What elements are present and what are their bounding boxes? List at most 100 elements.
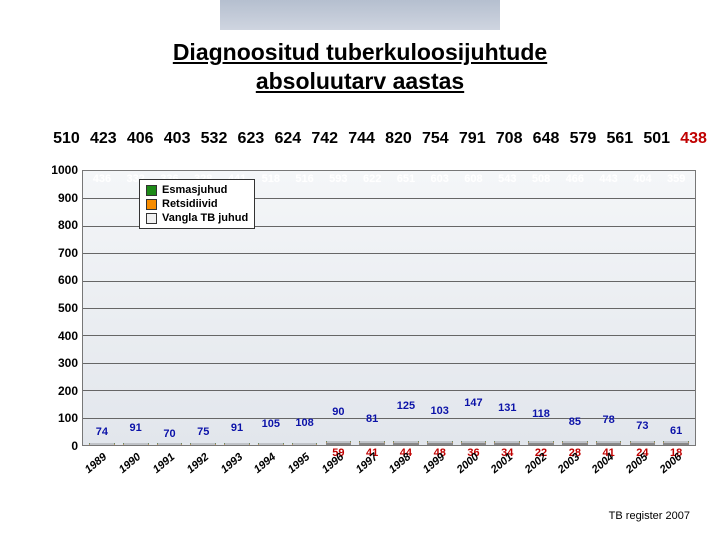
bar-segment [190,444,216,445]
bar-segment [157,444,183,445]
bar-stack [393,441,419,445]
y-tick-label: 700 [40,246,78,260]
legend-item-retsidiivid: Retsidiivid [146,197,248,211]
segment-value-retsidiivid: 91 [130,422,142,434]
bar-stack [494,441,520,445]
bar-segment [461,443,487,445]
legend-item-vangla: Vangla TB juhud [146,211,248,225]
bar-stack [461,441,487,445]
x-tick-label: 2006 [657,451,683,476]
segment-value-esmasjuhud: 508 [532,173,550,284]
total-value: 744 [343,130,380,148]
bar-segment [157,443,183,444]
bar-segment [630,441,656,442]
x-tick-label: 1997 [353,451,379,476]
segment-value-esmasjuhud: 603 [431,173,449,255]
tb-cases-chart: 01002003004005006007008009001000 4367419… [40,160,700,480]
bar-segment [528,441,554,442]
x-tick-label: 1991 [151,451,177,476]
bar-segment [326,442,352,443]
legend: Esmasjuhud Retsidiivid Vangla TB juhud [139,179,255,229]
bar-segment [663,443,689,445]
legend-item-esmasjuhud: Esmasjuhud [146,183,248,197]
legend-label: Esmasjuhud [162,184,227,196]
bar-segment [528,442,554,443]
totals-row: 5104234064035326236247427448207547917086… [48,130,712,148]
bar-group: 40473242005 [626,171,660,445]
x-tick-label: 1994 [252,451,278,476]
segment-value-retsidiivid: 61 [670,425,682,437]
x-tick-label: 2000 [455,451,481,476]
y-tick-label: 500 [40,301,78,315]
bar-group: 436741989 [85,171,119,445]
x-tick-label: 2005 [624,451,650,476]
bar-segment [258,443,284,444]
bar-group: 5181051994 [254,171,288,445]
bar-segment [224,443,250,444]
bar-segment [393,441,419,442]
segment-value-retsidiivid: 103 [431,405,449,417]
bar-segment [461,441,487,442]
segment-value-retsidiivid: 147 [464,397,482,409]
legend-label: Retsidiivid [162,198,218,210]
segment-value-retsidiivid: 118 [532,408,550,420]
x-tick-label: 1999 [421,451,447,476]
segment-value-retsidiivid: 73 [636,420,648,432]
bar-group: 46685282003 [558,171,592,445]
bar-group: 35961182006 [659,171,693,445]
total-value: 742 [306,130,343,148]
bar-segment [494,441,520,442]
bar-segment [123,444,149,445]
bar-segment [326,443,352,445]
total-value: 624 [269,130,306,148]
bar-segment [630,442,656,443]
segment-value-retsidiivid: 90 [332,406,344,418]
segment-value-esmasjuhud: 608 [464,173,482,245]
bar-segment [663,441,689,442]
bar-segment [359,443,385,445]
bar-segment [562,442,588,443]
x-tick-label: 1995 [286,451,312,476]
bar-segment [123,443,149,444]
bar-segment [393,443,419,445]
total-value: 820 [380,130,417,148]
bar-segment [596,442,622,443]
bar-segment [494,443,520,445]
bar-segment [494,442,520,443]
segment-value-retsidiivid: 74 [96,426,108,438]
bar-segment [359,442,385,443]
bar-segment [393,442,419,443]
page-title: Diagnoositud tuberkuloosijuhtude absoluu… [0,38,720,96]
total-value: 791 [454,130,491,148]
segment-value-esmasjuhud: 651 [397,173,415,237]
x-tick-label: 2002 [522,451,548,476]
bar-stack [427,441,453,445]
bar-group: 608147362000 [457,171,491,445]
total-value: 579 [564,130,601,148]
total-value: 648 [528,130,565,148]
bar-segment [596,441,622,442]
y-tick-label: 0 [40,439,78,453]
x-tick-label: 1992 [184,451,210,476]
y-tick-label: 1000 [40,163,78,177]
bar-group: 62281411997 [355,171,389,445]
y-tick-label: 800 [40,218,78,232]
legend-label: Vangla TB juhud [162,212,248,224]
legend-swatch [146,199,157,210]
bar-segment [258,444,284,445]
bar-segment [562,441,588,442]
bar-segment [359,441,385,442]
y-tick-label: 600 [40,273,78,287]
title-line1: Diagnoositud tuberkuloosijuhtude [173,39,547,65]
segment-value-retsidiivid: 91 [231,422,243,434]
bar-segment [89,443,115,444]
segment-value-retsidiivid: 108 [295,417,313,429]
bar-segment [89,444,115,445]
segment-value-esmasjuhud: 436 [93,173,111,322]
bar-stack [562,441,588,445]
bar-segment [663,442,689,443]
bar-stack [224,443,250,445]
bar-stack [89,443,115,445]
bar-segment [596,443,622,445]
total-value: 561 [601,130,638,148]
